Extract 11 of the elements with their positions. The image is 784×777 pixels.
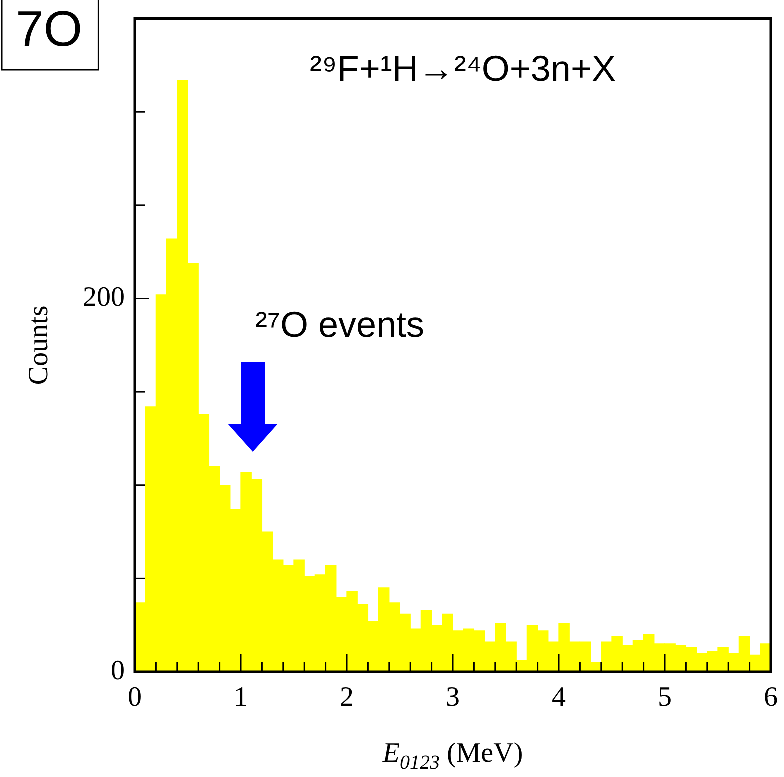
y-tick-label: 200 <box>83 282 125 314</box>
y-axis-title: Counts <box>23 306 54 386</box>
x-tick-label: 2 <box>340 682 354 714</box>
x-tick-label: 3 <box>446 682 460 714</box>
x-tick-label: 1 <box>234 682 248 714</box>
x-tick-label: 5 <box>658 682 672 714</box>
x-tick-label: 6 <box>764 682 778 714</box>
text: 7O <box>16 0 83 57</box>
text: ²⁹F+¹H→²⁴O+3n+X <box>310 48 616 89</box>
x-tick-label: 4 <box>552 682 566 714</box>
annotation: ²⁷O events <box>255 304 425 345</box>
